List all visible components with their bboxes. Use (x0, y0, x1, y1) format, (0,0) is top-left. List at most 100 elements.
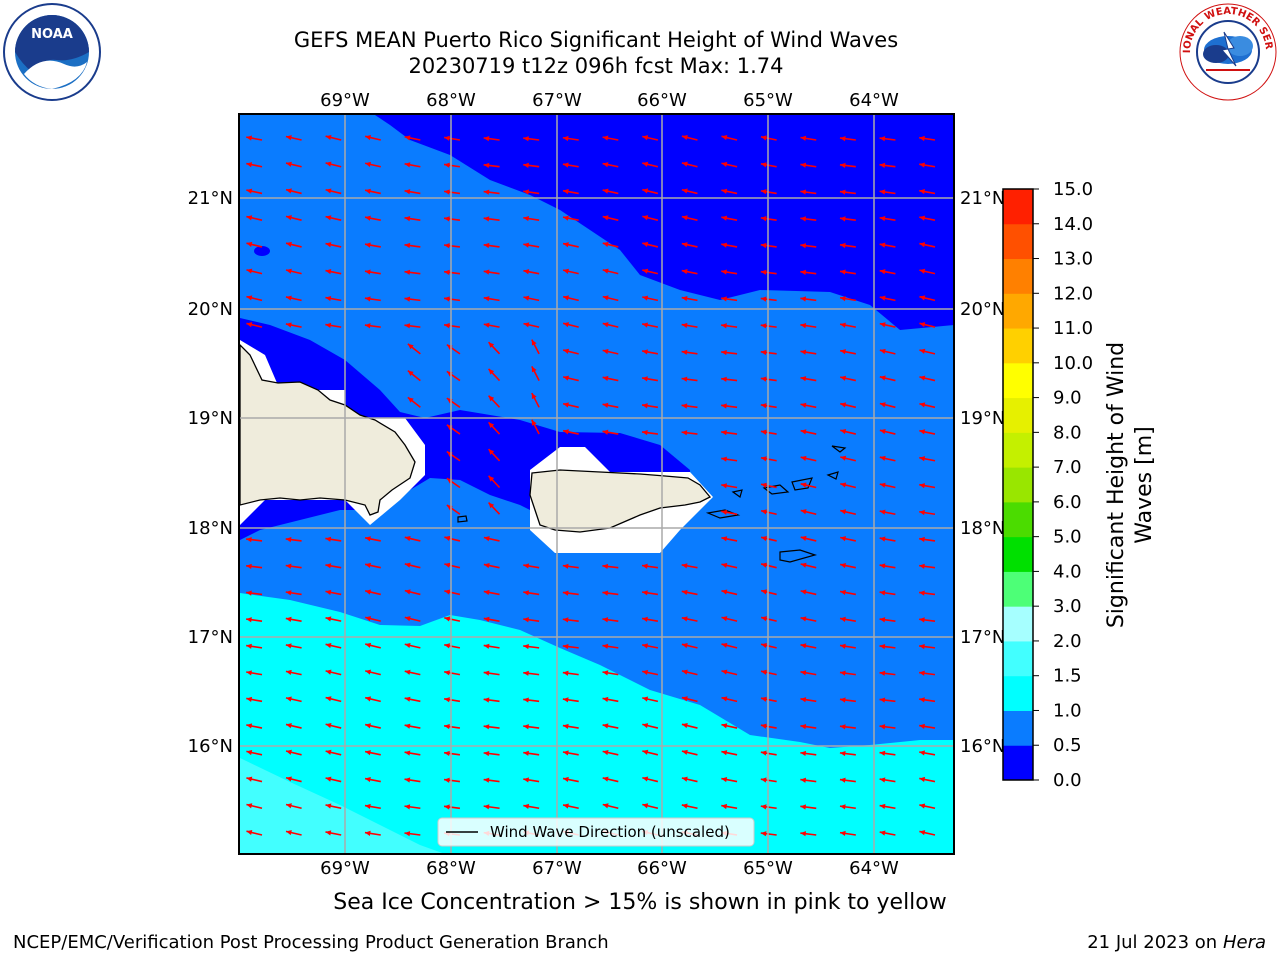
wave-direction-arrowhead (721, 642, 728, 648)
wave-direction-arrowhead (879, 536, 886, 542)
wave-direction-arrowhead (919, 697, 925, 703)
wave-direction-arrowhead (404, 642, 411, 649)
wave-direction-arrowhead (839, 216, 846, 222)
wave-direction-arrowhead (483, 242, 490, 249)
wave-direction-arrowhead (839, 242, 846, 249)
wave-direction-arrowhead (246, 803, 253, 809)
wave-direction-arrowhead (879, 429, 886, 435)
generation-date: 21 Jul 2023 on Hera (1087, 932, 1266, 953)
wave-direction-arrowhead (800, 216, 807, 222)
wave-direction-arrowhead (760, 750, 767, 756)
wave-direction-arrowhead (562, 697, 569, 703)
wave-direction-arrowhead (642, 563, 648, 569)
wave-direction-arrowhead (800, 482, 807, 488)
wave-direction-arrowhead (444, 216, 450, 222)
wave-direction-arrowhead (879, 482, 886, 488)
wave-direction-arrowhead (800, 135, 807, 141)
wave-direction-arrowhead (286, 241, 292, 247)
wave-direction-arrowhead (642, 749, 649, 755)
wave-direction-arrowhead (879, 590, 886, 596)
wave-direction-arrowhead (365, 536, 371, 542)
wave-direction-arrowhead (760, 777, 767, 783)
wave-direction-arrowhead (760, 216, 767, 222)
lat-label: 17°N (960, 627, 1005, 648)
wave-direction-arrowhead (523, 724, 529, 730)
noaa-logo-text: NOAA (31, 27, 73, 42)
lon-label: 67°W (532, 90, 582, 111)
wave-direction-arrowhead (840, 830, 846, 837)
wave-direction-arrowhead (444, 135, 450, 141)
wave-direction-arrowhead (602, 803, 609, 809)
wave-direction-arrowhead (879, 670, 886, 676)
wave-direction-arrowhead (721, 269, 727, 275)
colorbar-tick-label: 8.0 (1053, 422, 1082, 443)
colorbar-segment (1003, 328, 1033, 364)
wave-direction-arrowhead (839, 804, 846, 810)
wave-direction-arrowhead (839, 269, 846, 275)
wave-direction-arrowhead (488, 342, 495, 348)
colorbar-segment (1003, 710, 1033, 746)
wave-direction-arrowhead (919, 723, 925, 729)
wave-direction-arrowhead (800, 402, 807, 408)
wave-direction-arrowhead (602, 563, 609, 570)
wave-direction-arrowhead (404, 216, 411, 222)
wave-direction-arrowhead (523, 322, 530, 328)
wave-direction-arrowhead (246, 537, 252, 543)
wave-direction-arrowhead (444, 243, 450, 249)
lon-labels-bottom: 69°W 68°W 67°W 66°W 65°W 64°W (320, 858, 899, 879)
wave-direction-arrowhead (879, 402, 886, 408)
wave-direction-arrowhead (919, 402, 926, 408)
wave-direction-arrowhead (444, 616, 451, 622)
wave-direction-arrowhead (286, 830, 292, 836)
wave-direction-arrowhead (444, 589, 451, 595)
colorbar-tick-label: 0.5 (1053, 735, 1082, 756)
wave-direction-arrowhead (444, 670, 450, 676)
wave-direction-arrowhead (483, 777, 490, 783)
wave-direction-arrowhead (642, 430, 648, 436)
wave-direction-arrowhead (444, 777, 450, 783)
wave-direction-arrowhead (523, 697, 529, 703)
wave-direction-arrowhead (246, 670, 252, 676)
wave-direction-arrowhead (325, 642, 332, 649)
wave-direction-arrowhead (325, 215, 332, 221)
lat-label: 20°N (188, 299, 233, 320)
machine-name: Hera (1222, 932, 1266, 953)
lat-label: 17°N (188, 627, 233, 648)
wave-direction-arrowhead (919, 135, 925, 142)
wave-direction-arrowhead (840, 589, 846, 596)
wave-direction-arrowhead (562, 135, 569, 142)
wave-direction-arrowhead (840, 562, 846, 569)
lon-label: 68°W (426, 90, 476, 111)
wave-direction-arrowhead (563, 803, 569, 809)
wave-direction-arrowhead (444, 804, 450, 810)
wave-direction-arrowhead (483, 216, 490, 222)
wave-direction-arrowhead (483, 536, 490, 542)
wave-direction-arrowhead (760, 189, 767, 195)
wave-direction-arrowhead (800, 455, 807, 461)
wave-direction-arrowhead (488, 502, 495, 509)
wave-direction-arrowhead (246, 776, 253, 782)
wave-direction-arrowhead (563, 215, 569, 221)
lon-label: 64°W (849, 90, 899, 111)
wave-direction-arrowhead (760, 482, 767, 488)
wave-direction-arrowhead (840, 455, 847, 461)
wave-direction-arrowhead (602, 348, 609, 355)
wave-direction-arrowhead (483, 616, 490, 622)
wave-direction-arrowhead (286, 215, 292, 221)
wave-direction-arrowhead (721, 430, 727, 436)
wave-direction-arrowhead (285, 563, 292, 569)
wave-direction-arrowhead (531, 393, 537, 400)
wave-direction-arrowhead (483, 269, 490, 275)
wave-direction-arrowhead (839, 162, 846, 169)
wave-direction-arrowhead (840, 482, 847, 488)
wave-direction-arrowhead (681, 134, 688, 141)
wave-direction-arrowhead (523, 216, 530, 222)
wave-direction-arrowhead (246, 215, 253, 221)
colorbar-frame (1002, 188, 1034, 781)
wave-direction-arrowhead (286, 161, 292, 167)
wave-direction-arrowhead (602, 749, 609, 756)
wave-direction-arrowhead (839, 189, 846, 195)
wave-direction-arrowhead (839, 777, 846, 783)
colorbar-tick-label: 5.0 (1053, 527, 1082, 548)
